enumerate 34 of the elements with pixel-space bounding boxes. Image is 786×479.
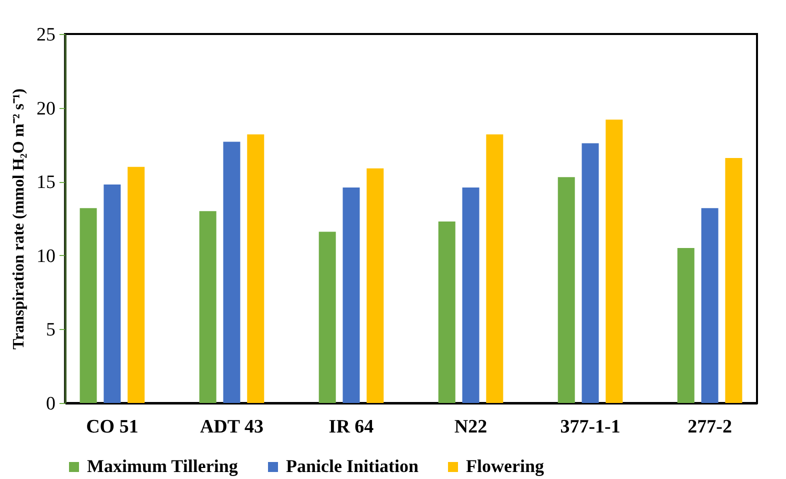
bar [558, 177, 575, 403]
x-tick-label: 277-2 [688, 416, 732, 438]
x-tick-label: IR 64 [328, 416, 374, 438]
y-tick-label: 10 [36, 246, 56, 267]
bar [486, 134, 504, 403]
bar [701, 208, 718, 403]
y-tick-label: 0 [46, 394, 56, 414]
legend-label: Panicle Initiation [286, 456, 419, 476]
bar [199, 211, 216, 403]
bar [128, 166, 145, 403]
bar [725, 158, 742, 403]
y-tick-label: 25 [36, 24, 56, 46]
bar [462, 188, 480, 403]
x-tick-label: N22 [454, 416, 488, 438]
y-tick-label: 20 [36, 98, 56, 120]
bar [80, 208, 97, 403]
bar [342, 188, 360, 403]
y-tick-label: 15 [36, 172, 56, 194]
bar [366, 168, 384, 403]
bar [223, 142, 240, 403]
y-axis-title: Transpiration rate (mmol H₂O m⁻² s⁻¹) [10, 88, 28, 350]
bar [104, 184, 121, 403]
x-tick-label: ADT 43 [200, 416, 264, 438]
x-tick-label: 377-1-1 [560, 416, 620, 438]
x-tick-label: CO 51 [86, 416, 138, 438]
bar [582, 143, 599, 403]
bar [247, 134, 264, 403]
y-tick-label: 5 [46, 320, 56, 341]
bar [318, 232, 336, 403]
bar [677, 248, 694, 403]
bar [438, 221, 456, 403]
bar [606, 120, 623, 403]
legend-label: Flowering [466, 456, 544, 476]
legend-label: Maximum Tillering [87, 456, 238, 476]
